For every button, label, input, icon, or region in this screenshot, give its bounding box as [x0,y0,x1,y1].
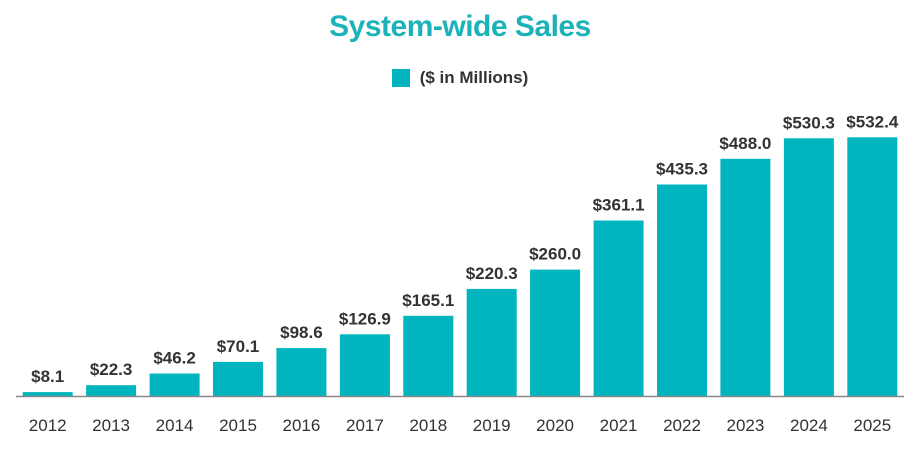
bar-2017 [339,334,390,396]
x-tick-label-2020: 2020 [536,416,574,435]
data-label-2013: $22.3 [90,360,133,379]
bar-2016 [276,348,327,396]
bar-2013 [86,385,137,396]
data-label-2020: $260.0 [529,245,581,264]
x-tick-label-2022: 2022 [663,416,701,435]
bar-2021 [593,220,644,396]
bar-2020 [530,269,581,396]
bar-2012 [22,392,73,396]
data-label-2017: $126.9 [339,309,391,328]
legend: ($ in Millions) [0,68,920,88]
legend-swatch [391,69,410,87]
data-label-2015: $70.1 [217,337,260,356]
x-tick-label-2012: 2012 [29,416,67,435]
bar-2025 [847,137,898,397]
data-label-2018: $165.1 [402,291,454,310]
x-tick-label-2021: 2021 [600,416,638,435]
bar-2014 [149,373,200,396]
bar-2019 [466,288,517,396]
data-label-2019: $220.3 [466,264,518,283]
bar-2015 [213,361,263,396]
bar-2018 [403,315,454,396]
x-tick-label-2025: 2025 [853,416,891,435]
data-label-2022: $435.3 [656,160,708,179]
x-tick-label-2016: 2016 [282,416,320,435]
x-tick-label-2017: 2017 [346,416,384,435]
x-tick-label-2015: 2015 [219,416,257,435]
data-label-2016: $98.6 [280,323,323,342]
chart-title: System-wide Sales [329,10,591,43]
bar-2023 [720,158,771,396]
x-tick-label-2019: 2019 [473,416,511,435]
data-label-2024: $530.3 [783,113,835,132]
x-tick-label-2013: 2013 [92,416,130,435]
x-tick-label-2023: 2023 [726,416,764,435]
legend-label: ($ in Millions) [419,68,529,87]
bar-2022 [657,184,707,396]
x-tick-label-2014: 2014 [156,416,194,435]
data-label-2021: $361.1 [593,196,645,215]
data-label-2023: $488.0 [719,134,771,153]
bar-2024 [783,138,834,397]
x-tick-label-2018: 2018 [409,416,447,435]
x-tick-label-2024: 2024 [790,416,828,435]
data-label-2014: $46.2 [153,349,196,368]
data-label-2012: $8.1 [31,367,64,386]
data-label-2025: $532.4 [846,112,899,131]
